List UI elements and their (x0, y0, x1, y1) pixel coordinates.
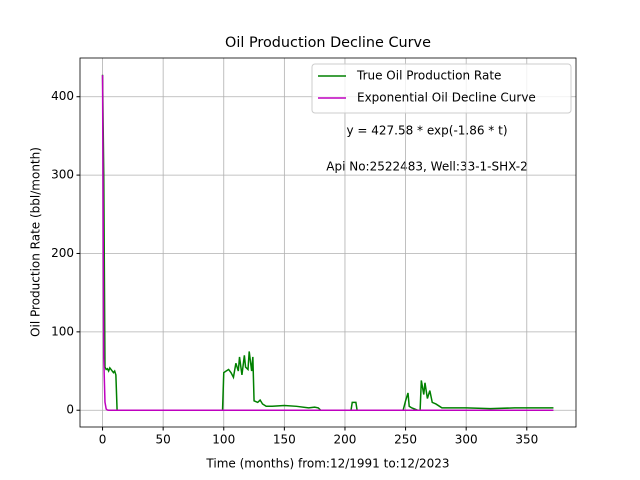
y-tick-label: 200 (51, 246, 74, 260)
x-tick-label: 300 (455, 433, 478, 447)
y-tick-label: 300 (51, 168, 74, 182)
x-tick-label: 200 (334, 433, 357, 447)
series-line (101, 75, 554, 411)
x-tick-label: 100 (212, 433, 235, 447)
x-tick-label: 0 (99, 433, 107, 447)
x-tick-label: 150 (273, 433, 296, 447)
y-tick-label: 400 (51, 89, 74, 103)
x-tick-label: 350 (515, 433, 538, 447)
x-axis-label: Time (months) from:12/1991 to:12/2023 (205, 457, 449, 471)
legend-label: True Oil Production Rate (356, 69, 501, 83)
y-tick-label: 0 (66, 403, 74, 417)
annotation: y = 427.58 * exp(-1.86 * t) (346, 124, 507, 138)
legend-box (311, 63, 572, 114)
x-tick-label: 50 (156, 433, 171, 447)
annotation: Api No:2522483, Well:33-1-SHX-2 (326, 160, 527, 174)
y-axis-label: Oil Production Rate (bbl/month) (29, 147, 43, 337)
series-line (101, 74, 554, 411)
x-tick-label: 250 (394, 433, 417, 447)
y-tick-label: 100 (51, 324, 74, 338)
legend-label: Exponential Oil Decline Curve (357, 91, 536, 105)
chart-title: Oil Production Decline Curve (225, 35, 431, 51)
plot-frame (79, 57, 577, 428)
